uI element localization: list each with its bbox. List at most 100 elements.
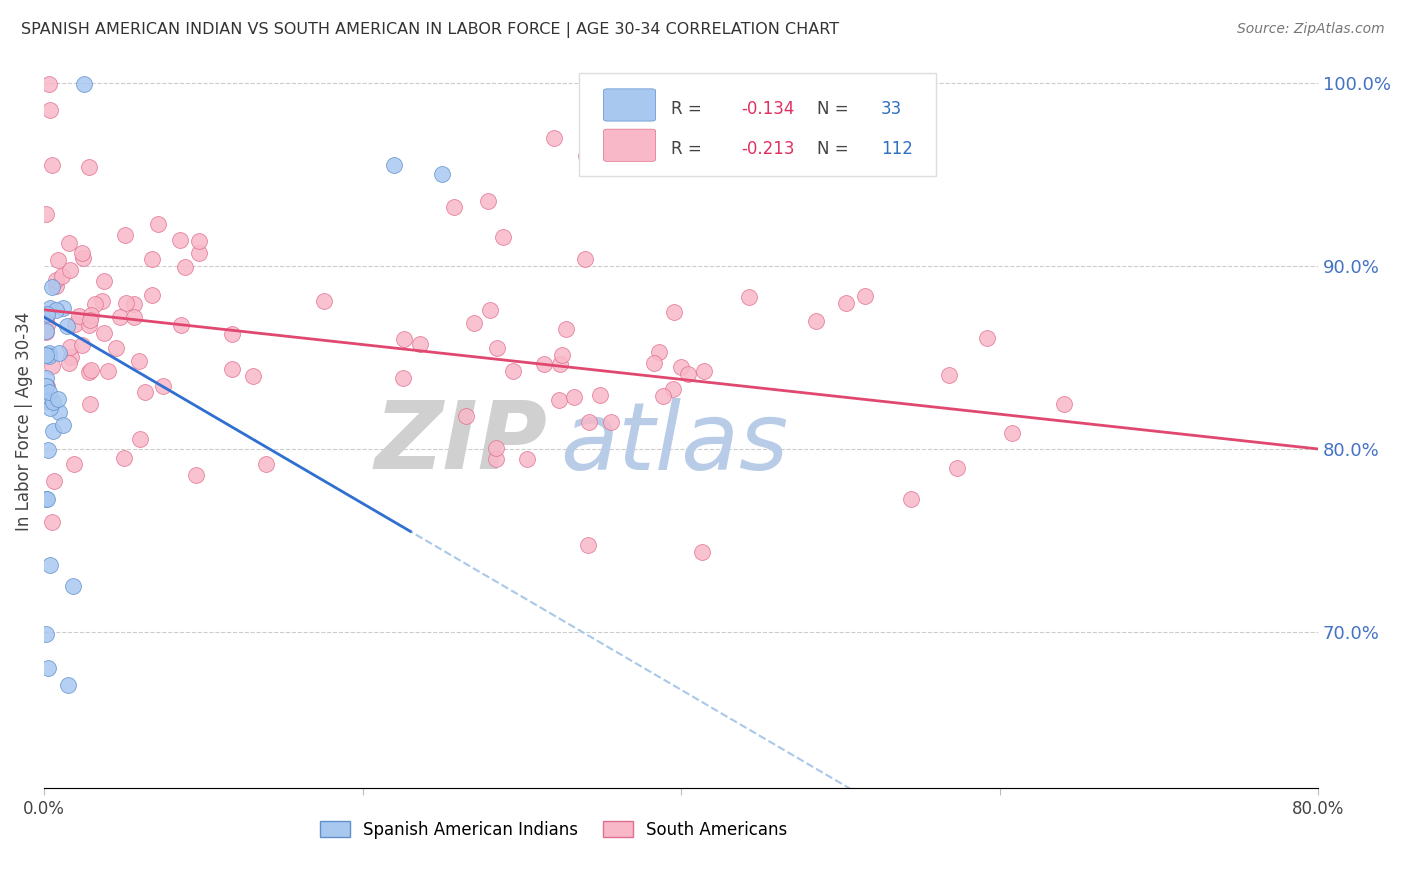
Point (35, 307, 58, 321)
Point (129, 432, 152, 446)
Point (1001, 425, 1024, 440)
Point (80, 308, 103, 322)
Point (122, 310, 145, 324)
Point (77, 160, 100, 174)
Point (41, 280, 63, 294)
Point (976, 331, 998, 345)
Point (554, 322, 576, 336)
Point (35, 378, 58, 392)
Point (35, 626, 58, 640)
Point (55, 319, 77, 334)
Point (38, 384, 60, 399)
Point (35, 371, 58, 385)
Point (35, 348, 58, 362)
Point (42, 424, 65, 438)
Text: 33: 33 (882, 100, 903, 118)
Point (45, 273, 67, 287)
Point (48, 405, 70, 419)
Point (589, 388, 612, 402)
Point (152, 379, 174, 393)
Text: N =: N = (817, 140, 855, 158)
Point (456, 409, 478, 423)
Point (38, 349, 60, 363)
Point (409, 337, 432, 351)
Point (70, 245, 93, 260)
Text: atlas: atlas (560, 398, 789, 489)
Point (463, 316, 485, 330)
Point (114, 227, 136, 242)
Point (492, 230, 515, 244)
Point (900, 491, 922, 506)
Point (114, 296, 136, 310)
FancyBboxPatch shape (603, 129, 655, 161)
Point (502, 364, 524, 378)
Text: Source: ZipAtlas.com: Source: ZipAtlas.com (1237, 22, 1385, 37)
Point (39, 103, 62, 117)
Point (35, 326, 58, 340)
Point (853, 289, 876, 303)
Point (835, 295, 858, 310)
Point (516, 451, 538, 466)
Point (479, 302, 502, 317)
Point (38, 401, 60, 415)
Point (46, 252, 69, 267)
Point (93, 326, 115, 340)
Point (648, 344, 671, 359)
Point (41, 394, 63, 409)
Point (63, 458, 86, 472)
Point (122, 296, 145, 310)
Point (51, 269, 73, 284)
Y-axis label: In Labor Force | Age 30-34: In Labor Force | Age 30-34 (15, 312, 32, 531)
Point (45, 278, 67, 293)
Point (59, 350, 82, 364)
Text: 112: 112 (882, 140, 912, 158)
Point (38, 346, 60, 360)
Point (662, 382, 685, 396)
Point (35, 393, 58, 408)
Point (35, 492, 58, 507)
Point (806, 314, 828, 328)
Point (174, 260, 197, 275)
Point (79, 397, 101, 411)
Text: R =: R = (671, 140, 707, 158)
Point (690, 545, 713, 559)
Point (188, 234, 211, 248)
Point (63, 317, 86, 331)
Point (562, 390, 585, 404)
Point (169, 233, 191, 247)
Point (35, 394, 58, 409)
Point (576, 538, 599, 552)
Point (70, 338, 93, 352)
Point (738, 290, 761, 304)
Point (599, 415, 621, 429)
Point (45, 302, 67, 317)
Point (574, 252, 596, 266)
Point (37, 443, 59, 458)
Text: R =: R = (671, 100, 707, 118)
Point (254, 457, 277, 471)
Point (35, 378, 58, 392)
Point (41, 158, 63, 172)
Point (52, 301, 75, 316)
Point (384, 158, 406, 172)
FancyBboxPatch shape (603, 89, 655, 121)
Point (485, 451, 508, 466)
Point (42, 475, 65, 489)
Point (35, 318, 58, 333)
Point (73, 78, 96, 92)
Point (112, 450, 135, 465)
Point (477, 194, 499, 209)
Point (35, 325, 58, 339)
Point (574, 149, 596, 163)
FancyBboxPatch shape (579, 73, 936, 176)
Point (678, 368, 700, 382)
Point (67, 309, 90, 323)
Point (578, 415, 600, 429)
Point (692, 364, 714, 378)
Point (242, 368, 264, 383)
Legend: Spanish American Indians, South Americans: Spanish American Indians, South American… (314, 814, 794, 846)
Point (652, 389, 675, 403)
Point (37, 348, 59, 362)
Text: -0.213: -0.213 (741, 140, 794, 158)
Point (58, 236, 80, 251)
